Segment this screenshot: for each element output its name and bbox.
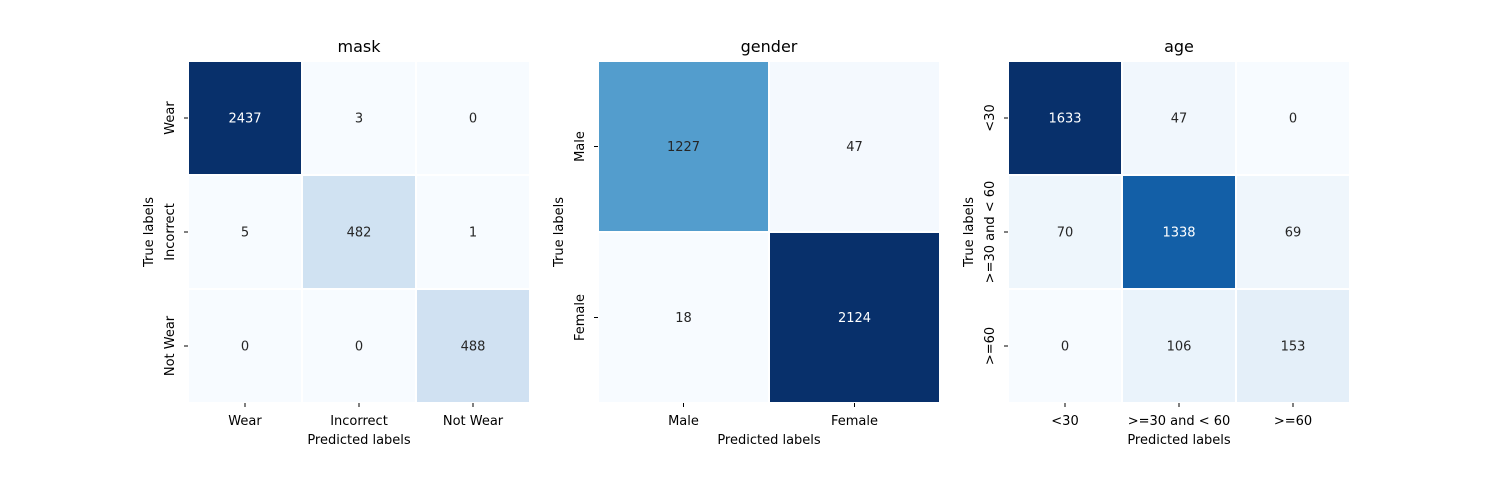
gender-cell-0-1 [768,60,941,233]
age-cell-label-0-2: 0 [1289,112,1297,127]
age-cell-0-2 [1235,60,1351,176]
mask-cell-label-0-1: 3 [355,112,363,127]
age-ylabel: True labels [962,197,977,268]
age-cell-label-0-0: 1633 [1048,112,1081,127]
mask-cell-0-1 [301,60,417,176]
gender-ytick-1: Female [573,294,588,341]
age-xtick-1: >=30 and < 60 [1128,414,1231,429]
age-ytick-2: >=60 [983,327,998,365]
mask-cell-label-1-2: 1 [469,226,477,241]
age-xtick-2: >=60 [1274,414,1312,429]
mask-cell-label-2-0: 0 [241,340,249,355]
mask-cell-label-1-1: 482 [347,226,372,241]
gender-cell-label-0-1: 47 [846,140,863,155]
mask-cell-0-0 [187,60,303,176]
mask-cell-label-0-0: 2437 [228,112,261,127]
mask-cell-label-1-0: 5 [241,226,249,241]
gender-cell-label-0-0: 1227 [667,140,700,155]
gender-cell-0-0 [597,60,770,233]
age-xlabel: Predicted labels [1127,433,1231,448]
mask-cell-0-2 [415,60,531,176]
gender-title: gender [741,37,798,56]
age-cell-2-0 [1007,288,1123,404]
gender-ylabel: True labels [552,197,567,268]
age-cell-1-2 [1235,174,1351,290]
gender-xlabel: Predicted labels [717,433,821,448]
gender-cell-label-1-0: 18 [675,311,692,326]
mask-title: mask [338,37,382,56]
age-ytick-0: <30 [983,104,998,131]
mask-cell-label-2-1: 0 [355,340,363,355]
mask-ytick-0: Wear [163,101,178,135]
age-cell-0-1 [1121,60,1237,176]
age-cell-2-2 [1235,288,1351,404]
age-cell-label-2-1: 106 [1167,340,1192,355]
age-cell-1-0 [1007,174,1123,290]
age-cell-label-2-0: 0 [1061,340,1069,355]
age-cell-label-0-1: 47 [1171,112,1188,127]
mask-xlabel: Predicted labels [307,433,411,448]
mask-cell-label-2-2: 488 [461,340,486,355]
mask-ytick-2: Not Wear [163,315,178,376]
gender-ytick-0: Male [573,131,588,162]
mask-xtick-1: Incorrect [330,414,388,429]
age-cell-label-1-2: 69 [1285,226,1302,241]
mask-ylabel: True labels [142,197,157,268]
age-cell-label-1-1: 1338 [1162,226,1195,241]
age-cell-label-1-0: 70 [1057,226,1074,241]
mask-ytick-1: Incorrect [163,203,178,261]
mask-cell-2-2 [415,288,531,404]
age-title: age [1164,37,1194,56]
mask-xtick-2: Not Wear [443,414,504,429]
age-cell-label-2-2: 153 [1281,340,1306,355]
age-ytick-1: >=30 and < 60 [983,181,998,284]
mask-cell-label-0-2: 0 [469,112,477,127]
gender-cell-1-1 [768,231,941,404]
gender-cell-label-1-1: 2124 [838,311,871,326]
gender-xtick-0: Male [668,414,699,429]
age-xtick-0: <30 [1051,414,1078,429]
mask-xtick-0: Wear [228,414,262,429]
age-cell-1-1 [1121,174,1237,290]
mask-cell-2-1 [301,288,417,404]
gender-xtick-1: Female [831,414,878,429]
